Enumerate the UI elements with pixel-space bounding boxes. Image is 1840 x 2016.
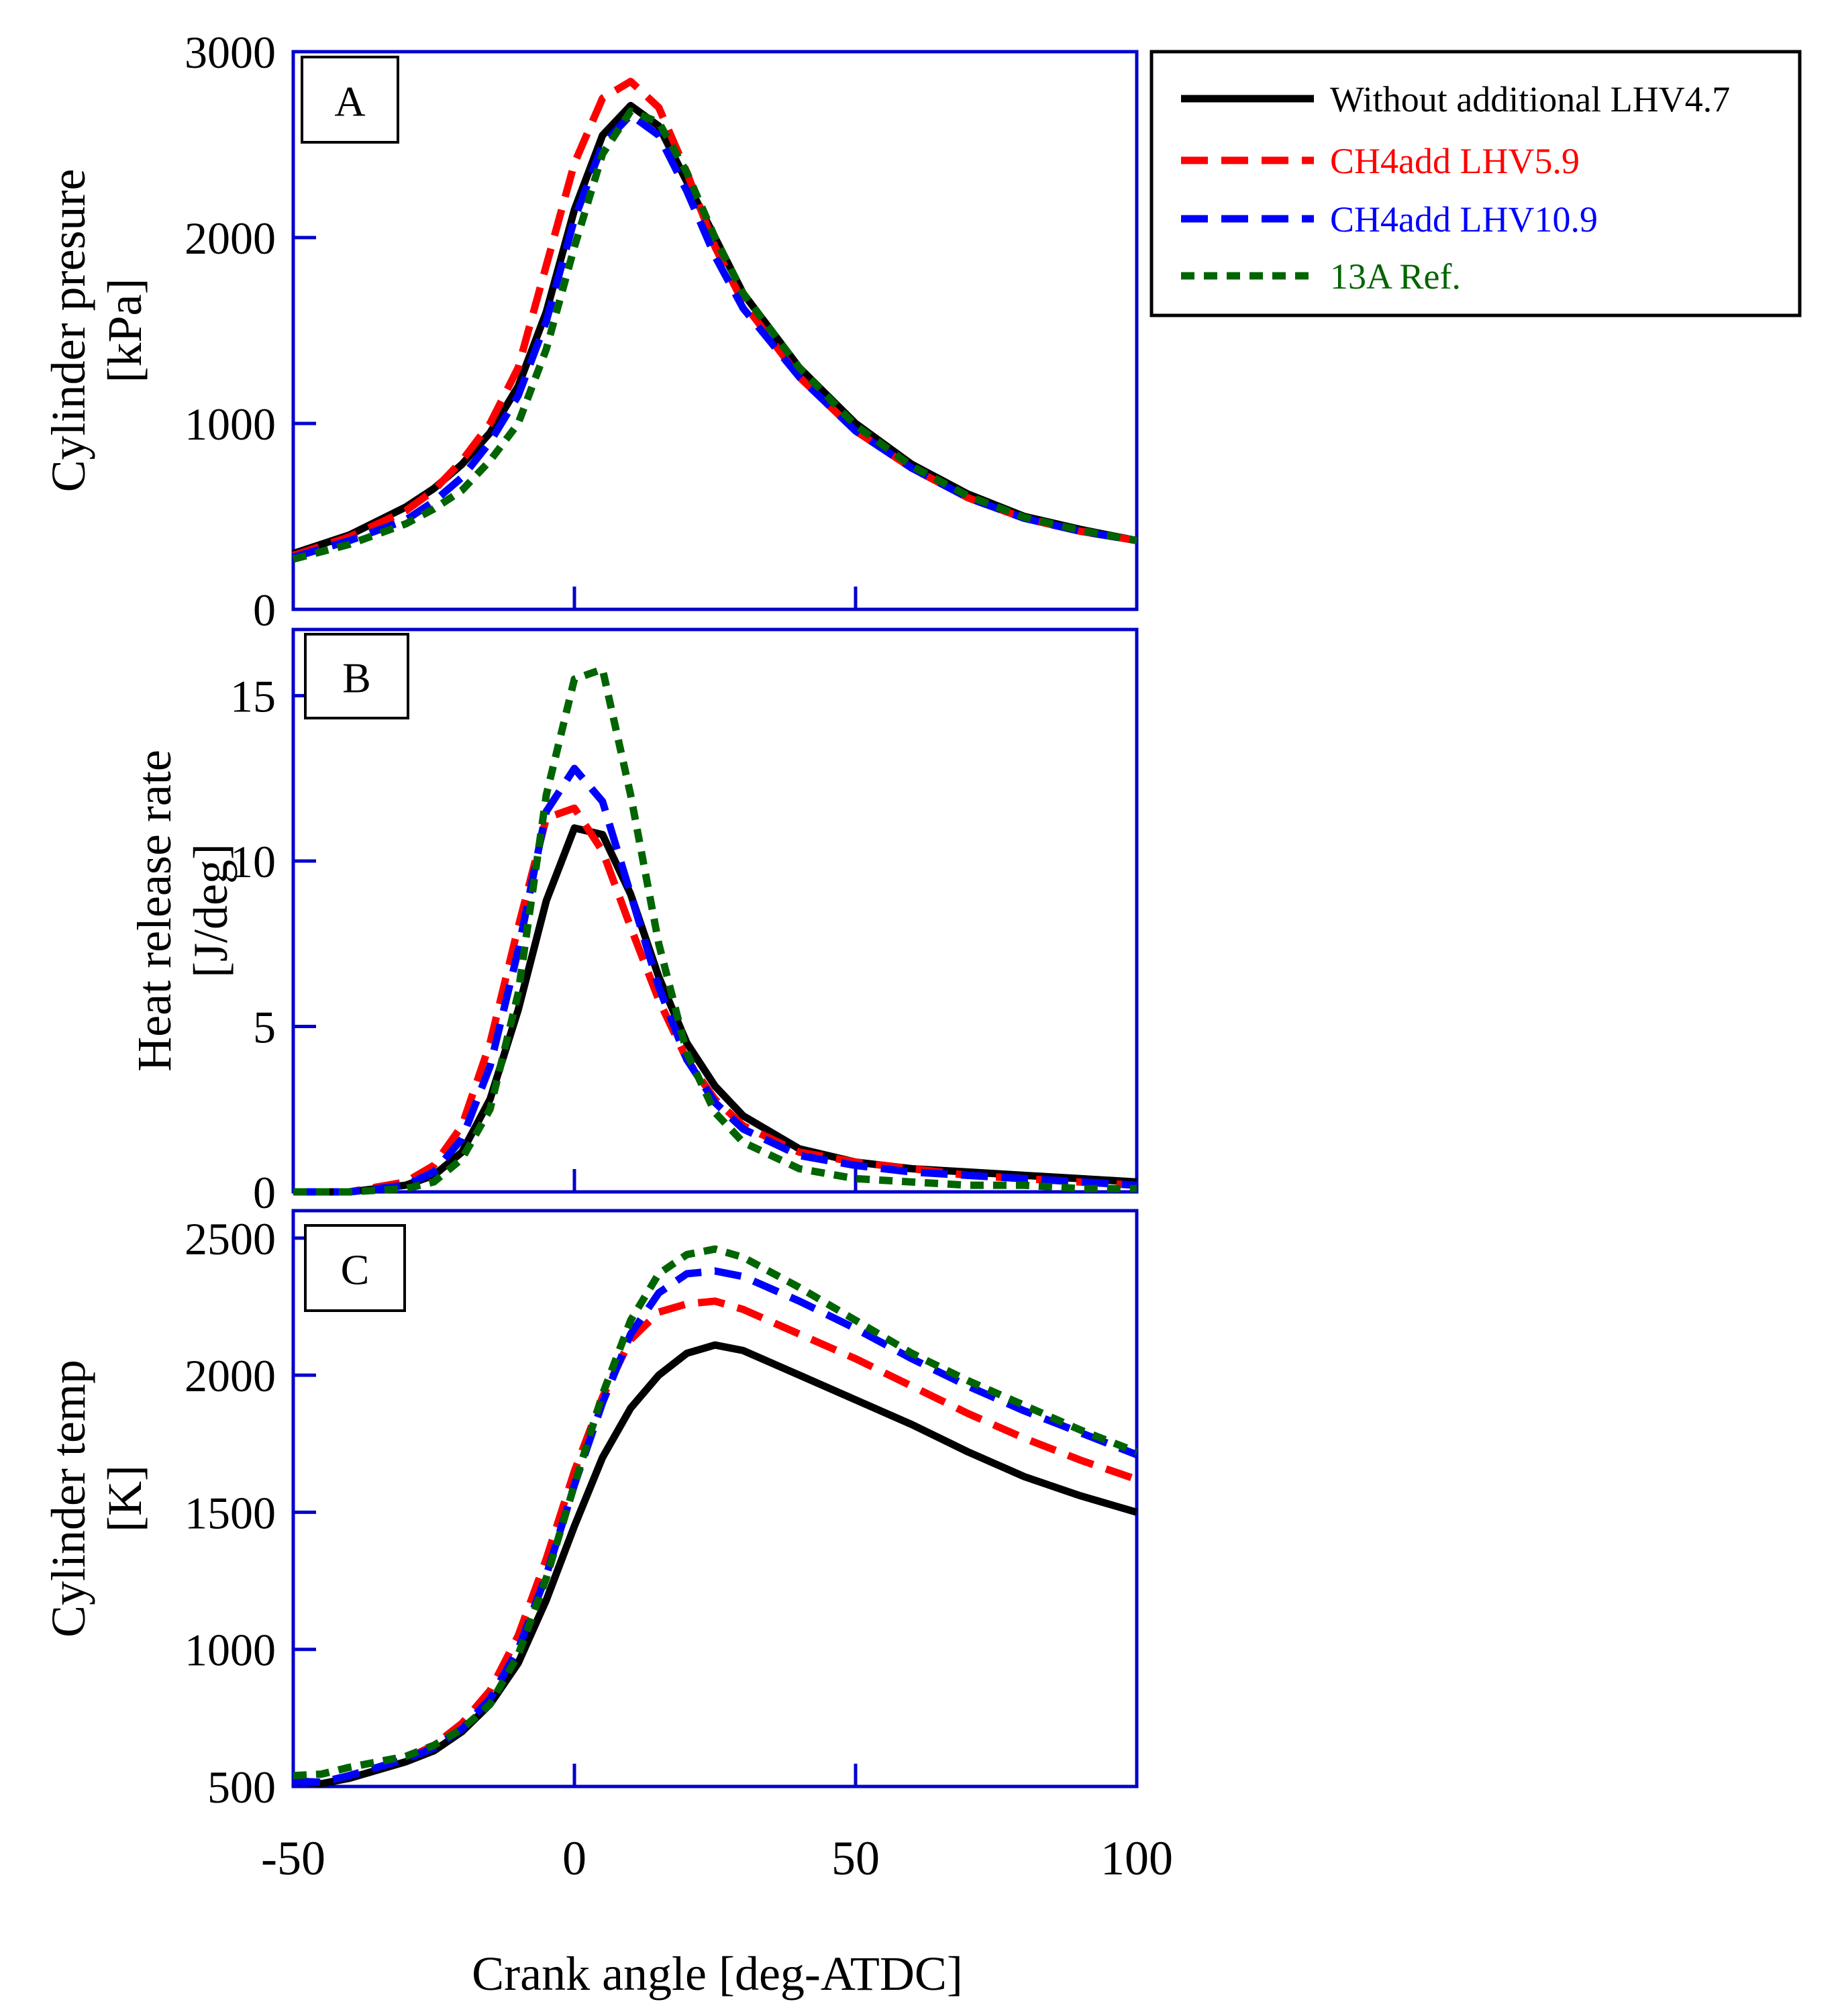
y-tick-label: 1500 [185, 1487, 276, 1538]
y-tick-label: 0 [253, 585, 276, 636]
y-tick-label: 10 [230, 836, 276, 887]
x-tick-labels: -50 0 50 100 [261, 1831, 1173, 1885]
y-axis-label-line: [kPa] [98, 279, 152, 383]
series-line-4 [292, 107, 1137, 563]
series-line-4 [293, 665, 1137, 1196]
series-line-2 [293, 804, 1137, 1196]
panel-label: C [341, 1246, 370, 1294]
panel-label-box [304, 1224, 406, 1312]
panel-label: A [334, 78, 365, 125]
y-tick-label: 5 [253, 1002, 276, 1053]
y-axis-label-line: [K] [98, 1465, 152, 1532]
series-line-3 [292, 111, 1137, 561]
legend: Without additional LHV4.7 CH4add LHV5.9 CH… [1149, 50, 1802, 317]
x-tick-label: -50 [261, 1831, 325, 1885]
series-line-1 [292, 101, 1138, 558]
y-axis-label: Heat release rate[J/deg] [127, 750, 238, 1072]
y-axis-label: Cylinder presure[kPa] [42, 169, 152, 493]
x-axis-label: Crank angle [deg-ATDC] [472, 1947, 963, 2001]
series-line-1 [293, 1341, 1138, 1788]
y-tick-label: 2500 [185, 1213, 276, 1264]
series-line-2 [293, 1297, 1138, 1786]
legend-label: CH4add LHV10.9 [1330, 199, 1598, 240]
legend-label: CH4add LHV5.9 [1330, 141, 1580, 181]
plot-frame [291, 627, 1139, 1194]
panel-B: 0 5 10 15 Heat release rate[J/deg] B [127, 627, 1139, 1218]
x-tick-label: 0 [562, 1831, 586, 1885]
panel-label-box [301, 56, 399, 144]
legend-label: 13A Ref. [1330, 256, 1461, 297]
x-tick-label: 50 [831, 1831, 880, 1885]
y-tick-label: 15 [230, 671, 276, 722]
panel-label: B [342, 654, 371, 702]
y-tick-label: 3000 [185, 27, 276, 78]
panel-C: 500 1000 1500 2000 2500 Cylinder temp[K] C [42, 1209, 1139, 1813]
panel-label-box [304, 633, 409, 719]
y-tick-label: 1000 [185, 399, 276, 450]
plot-frame [291, 1209, 1139, 1788]
legend-label: Without additional LHV4.7 [1330, 79, 1730, 119]
series-line-2 [292, 77, 1137, 559]
y-axis-label-line: Heat release rate [127, 750, 181, 1072]
y-axis-label: Cylinder temp[K] [42, 1360, 152, 1637]
y-axis-label-line: Cylinder temp [42, 1360, 95, 1637]
plot-frame [291, 50, 1139, 611]
y-axis-label-line: Cylinder presure [42, 169, 95, 493]
panel-A: 0 1000 2000 3000 Cylinder presure[kPa] A [42, 27, 1139, 636]
series-line-3 [293, 764, 1137, 1196]
y-tick-label: 500 [207, 1762, 276, 1813]
series-line-3 [293, 1267, 1138, 1786]
y-axis-label-line: [J/deg] [184, 844, 238, 978]
y-tick-label: 2000 [185, 1350, 276, 1401]
series-line-4 [293, 1245, 1138, 1780]
y-tick-label: 2000 [185, 213, 276, 264]
y-tick-label: 0 [253, 1167, 276, 1218]
series-line-1 [293, 824, 1137, 1196]
panels: 0 1000 2000 3000 Cylinder presure[kPa] A 0 5 10 1… [42, 27, 1139, 1813]
x-tick-label: 100 [1101, 1831, 1173, 1885]
y-tick-label: 1000 [185, 1625, 276, 1676]
